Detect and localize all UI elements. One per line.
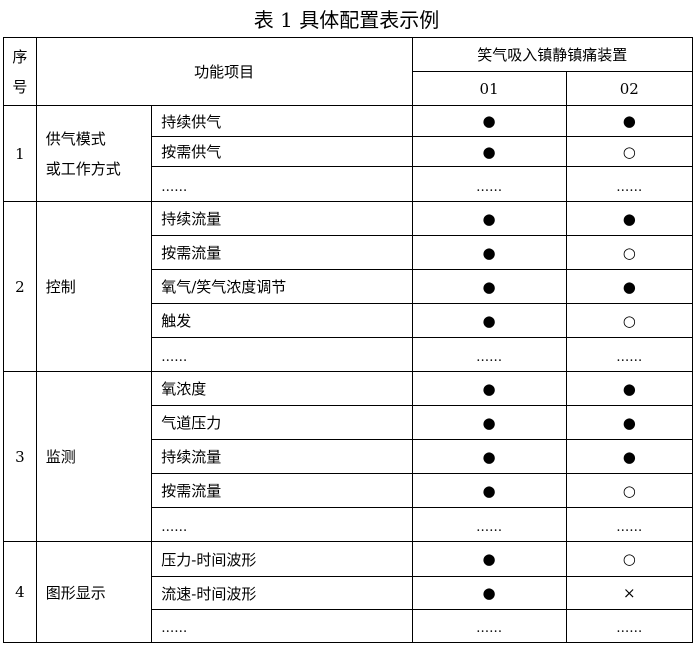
table-row: 氧气/笑气浓度调节 ● ● — [4, 269, 693, 304]
model-02-cell: …… — [565, 166, 693, 202]
category-cell: 控制 — [35, 201, 153, 372]
model-01-cell: …… — [411, 166, 567, 202]
table-row: 触发 ● ○ — [4, 303, 693, 338]
model-02-cell: …… — [565, 609, 693, 643]
table-row: 2 控制 持续流量 ● ● — [3, 201, 693, 372]
category-cell: 监测 — [35, 371, 153, 542]
model-01-cell: …… — [411, 507, 567, 542]
model-01-cell: ● — [411, 105, 567, 137]
table-row: 气道压力 ● ● — [4, 405, 693, 440]
item-name-cell: 按需流量 — [151, 235, 413, 270]
item-name-cell: …… — [151, 507, 413, 542]
model-01-cell: ● — [411, 473, 567, 508]
table-title: 表 1 具体配置表示例 — [253, 8, 440, 32]
item-name-cell: 气道压力 — [151, 405, 413, 440]
model-01-cell: ● — [411, 235, 567, 270]
table-row: ……………… — [4, 166, 693, 202]
table-row: 按需流量 ● ○ — [4, 473, 693, 508]
table-row: 3 监测 氧浓度 ● ● — [3, 371, 693, 542]
header-row: 序 号 功能项目 笑气吸入镇静镇痛装置 — [3, 37, 693, 106]
model-01-cell: ● — [411, 371, 567, 406]
model-01-cell: ● — [411, 136, 567, 167]
header-seq: 序 号 — [3, 37, 37, 106]
model-02-cell: ○ — [565, 303, 693, 338]
category-cell: 供气模式 或工作方式 — [35, 105, 153, 202]
item-name-cell: …… — [151, 337, 413, 372]
model-02-cell: ○ — [565, 136, 693, 167]
item-name-cell: 持续流量 — [151, 201, 413, 236]
table-row: 1 供气模式 或工作方式 持续供气 ● ● — [3, 105, 693, 202]
header-model-02: 02 — [565, 71, 693, 106]
model-01-cell: …… — [411, 609, 567, 643]
item-name-cell: 压力-时间波形 — [151, 541, 413, 577]
header-seq-line2: 号 — [12, 77, 28, 96]
model-02-cell: ● — [565, 439, 693, 474]
model-02-cell: ● — [565, 269, 693, 304]
item-name-cell: 持续供气 — [151, 105, 413, 137]
table-row: ……………… — [4, 507, 693, 542]
table-row: 持续流量 ● ● — [4, 439, 693, 474]
table-row: 按需流量 ● ○ — [4, 235, 693, 270]
model-02-cell: ● — [565, 371, 693, 406]
item-name-cell: …… — [151, 166, 413, 202]
model-01-cell: ● — [411, 405, 567, 440]
model-01-cell: ● — [411, 439, 567, 474]
item-name-cell: 触发 — [151, 303, 413, 338]
config-table: 序 号 功能项目 笑气吸入镇静镇痛装置 01 02 1 供气模式 或工作方式 持续供气… — [3, 37, 693, 643]
item-name-cell: 持续流量 — [151, 439, 413, 474]
table-row: ……………… — [4, 337, 693, 372]
seq-cell: 4 — [3, 541, 37, 643]
item-name-cell: 氧气/笑气浓度调节 — [151, 269, 413, 304]
item-name-cell: 按需流量 — [151, 473, 413, 508]
header-model-01: 01 — [411, 71, 567, 106]
model-02-cell: ○ — [565, 235, 693, 270]
model-02-cell: ● — [565, 105, 693, 137]
table-row: ……………… — [4, 609, 693, 643]
model-02-cell: …… — [565, 337, 693, 372]
category-cell: 图形显示 — [35, 541, 153, 643]
model-02-cell: …… — [565, 507, 693, 542]
model-01-cell: …… — [411, 337, 567, 372]
model-02-cell: ● — [565, 201, 693, 236]
category-line: 供气模式 — [45, 129, 106, 148]
item-name-cell: …… — [151, 609, 413, 643]
header-row-models: 01 02 — [4, 71, 693, 106]
table-row: 按需供气 ● ○ — [4, 136, 693, 167]
seq-cell: 1 — [3, 105, 37, 202]
model-01-cell: ● — [411, 303, 567, 338]
seq-cell: 3 — [3, 371, 37, 542]
model-02-cell: × — [565, 576, 693, 610]
item-name-cell: 按需供气 — [151, 136, 413, 167]
model-02-cell: ○ — [565, 473, 693, 508]
header-seq-line1: 序 — [12, 47, 28, 66]
item-name-cell: 氧浓度 — [151, 371, 413, 406]
model-02-cell: ● — [565, 405, 693, 440]
model-02-cell: ○ — [565, 541, 693, 577]
model-01-cell: ● — [411, 541, 567, 577]
header-function: 功能项目 — [35, 37, 413, 106]
model-01-cell: ● — [411, 269, 567, 304]
model-01-cell: ● — [411, 201, 567, 236]
seq-cell: 2 — [3, 201, 37, 372]
model-01-cell: ● — [411, 576, 567, 610]
header-device: 笑气吸入镇静镇痛装置 — [411, 37, 693, 72]
category-line: 或工作方式 — [45, 159, 121, 178]
item-name-cell: 流速-时间波形 — [151, 576, 413, 610]
table-row: 4 图形显示 压力-时间波形 ● ○ — [3, 541, 693, 643]
